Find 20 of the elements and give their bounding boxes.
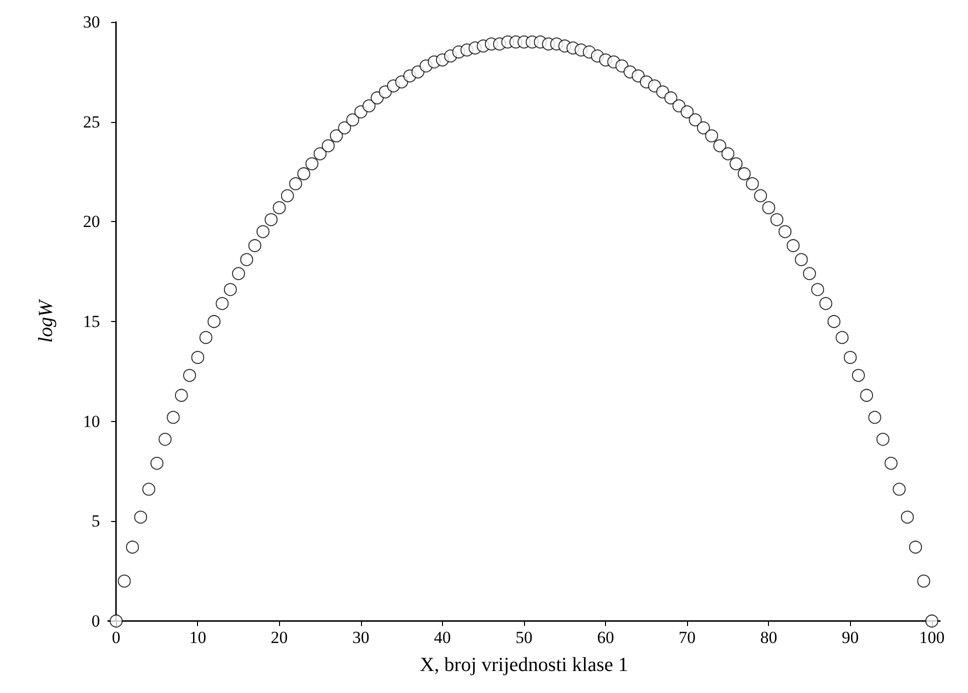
y-tick-label: 25: [83, 112, 100, 132]
x-tick-label: 100: [919, 628, 945, 647]
y-axis-title: logW: [35, 298, 57, 343]
y-tick-label: 30: [83, 12, 100, 32]
x-tick-label: 90: [842, 628, 859, 647]
y-tick-label: 20: [83, 212, 100, 232]
x-axis-title: X, broj vrijednosti klase 1: [420, 654, 628, 676]
x-tick-label: 70: [678, 628, 696, 647]
x-tick-label: 60: [597, 628, 614, 647]
x-tick-label: 50: [516, 628, 532, 647]
y-tick-label: 0: [92, 612, 100, 630]
x-tick-label: 30: [352, 628, 370, 647]
x-tick-label: 20: [270, 628, 288, 647]
x-tick-label: 10: [189, 628, 206, 647]
x-tick-label: 80: [760, 628, 778, 647]
y-tick-label: 10: [83, 412, 100, 431]
x-tick-label: 0: [112, 628, 120, 647]
x-tick-label: 40: [434, 628, 451, 647]
y-tick-label: 5: [92, 512, 100, 531]
y-tick-label: 15: [83, 312, 100, 331]
